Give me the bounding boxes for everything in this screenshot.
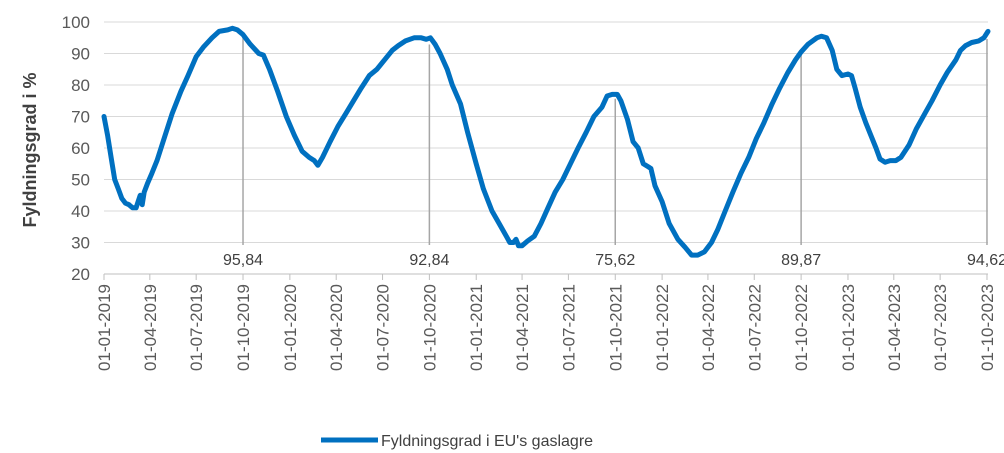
annotation-labels: 95,84 92,84 75,62 89,87 94,62: [223, 252, 1004, 269]
legend-label: Fyldningsgrad i EU's gaslagre: [381, 433, 593, 450]
annotation-label: 95,84: [223, 252, 263, 269]
annotation-label: 75,62: [595, 252, 635, 269]
x-tick-label: 01-10-2020: [420, 284, 439, 371]
x-tick-label: 01-10-2021: [606, 284, 625, 371]
y-tick-label: 50: [71, 171, 90, 190]
x-tick-label: 01-10-2022: [792, 284, 811, 371]
x-tick-label: 01-10-2023: [978, 284, 997, 371]
series-layer: [101, 25, 991, 258]
y-axis: 20 30 40 50 60 70 80 90 100: [62, 13, 90, 284]
y-tick-label: 90: [71, 45, 90, 64]
y-tick-label: 30: [71, 234, 90, 253]
x-tick-label: 01-04-2019: [141, 284, 160, 371]
y-tick-label: 80: [71, 76, 90, 95]
y-tick-label: 60: [71, 139, 90, 158]
x-tick-label: 01-01-2022: [653, 284, 672, 371]
y-tick-label: 100: [62, 13, 90, 32]
annotation-leaders: [242, 35, 988, 245]
x-tick-label: 01-07-2021: [559, 284, 578, 371]
x-tick-label: 01-04-2021: [513, 284, 532, 371]
series-line: [101, 25, 991, 258]
x-tick-label: 01-07-2020: [374, 284, 393, 371]
x-axis: 01-01-2019 01-04-2019 01-07-2019 01-10-2019…: [95, 274, 997, 371]
x-tick-label: 01-07-2022: [745, 284, 764, 371]
annotation-label: 89,87: [781, 252, 821, 269]
x-tick-label: 01-07-2023: [931, 284, 950, 371]
x-tick-label: 01-01-2023: [839, 284, 858, 371]
x-tick-label: 01-04-2022: [699, 284, 718, 371]
x-tick-label: 01-10-2019: [234, 284, 253, 371]
annotation-label: 94,62: [967, 252, 1004, 269]
x-tick-label: 01-07-2019: [187, 284, 206, 371]
x-tick-label: 01-01-2020: [281, 284, 300, 371]
gridlines: [104, 21, 988, 275]
x-tick-label: 01-04-2023: [885, 284, 904, 371]
y-axis-title: Fyldningsgrad i %: [20, 72, 40, 227]
legend: Fyldningsgrad i EU's gaslagre: [321, 433, 593, 450]
x-tick-label: 01-04-2020: [327, 284, 346, 371]
annotation-label: 92,84: [409, 252, 449, 269]
y-tick-label: 20: [71, 265, 90, 284]
x-tick-label: 01-01-2019: [95, 284, 114, 371]
y-tick-label: 40: [71, 202, 90, 221]
x-tick-label: 01-01-2021: [467, 284, 486, 371]
y-tick-label: 70: [71, 108, 90, 127]
